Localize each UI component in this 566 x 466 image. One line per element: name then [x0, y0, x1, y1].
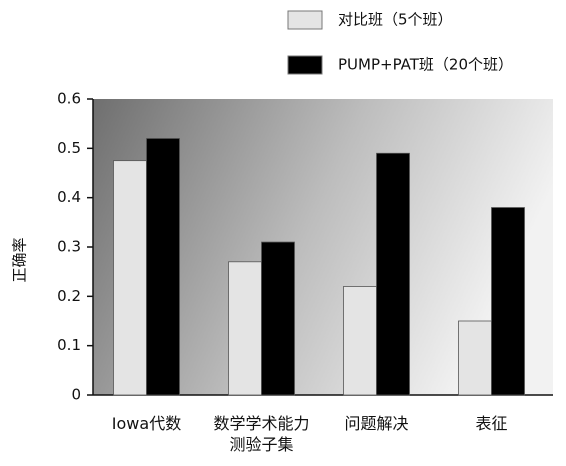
x-tick-label: Iowa代数	[111, 414, 182, 433]
legend-label: 对比班（5个班）	[338, 11, 453, 29]
bar	[491, 207, 525, 396]
legend-swatch	[287, 55, 323, 75]
legend-swatch	[287, 10, 323, 30]
bar	[146, 138, 180, 396]
x-tick-label: 问题解决	[344, 414, 409, 433]
x-tick-label: 数学学术能力测验子集	[213, 414, 310, 454]
x-tick-label: 表征	[475, 414, 508, 433]
bar	[376, 152, 410, 396]
bar	[458, 320, 492, 396]
y-tick-label: 0.3	[57, 238, 81, 256]
y-tick-label: 0	[71, 386, 81, 404]
bar	[113, 160, 147, 396]
y-tick-label: 0.5	[57, 139, 81, 157]
y-tick-label: 0.4	[57, 188, 81, 206]
legend-label: PUMP+PAT班（20个班）	[338, 56, 513, 74]
bar	[343, 286, 377, 396]
bar	[228, 261, 262, 396]
y-tick-label: 0.2	[57, 287, 81, 305]
bar	[261, 241, 295, 396]
y-tick-label: 0.6	[57, 90, 81, 108]
y-axis-label: 正确率	[11, 237, 29, 282]
y-tick-label: 0.1	[57, 336, 81, 354]
